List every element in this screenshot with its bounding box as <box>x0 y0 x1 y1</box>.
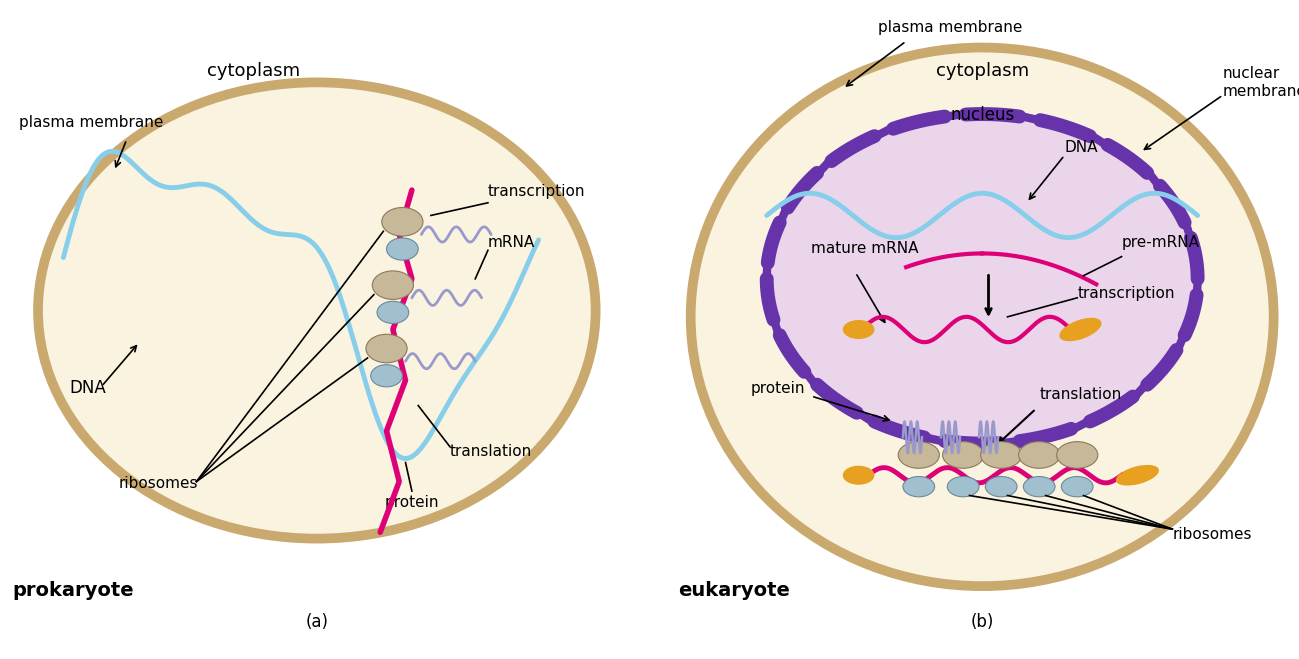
Ellipse shape <box>843 320 874 339</box>
Text: translation: translation <box>449 444 533 459</box>
Ellipse shape <box>986 476 1017 497</box>
Text: ribosomes: ribosomes <box>118 476 199 491</box>
Text: translation: translation <box>1039 387 1121 402</box>
Text: (a): (a) <box>305 614 329 631</box>
Ellipse shape <box>691 47 1273 586</box>
Text: nuclear
membrane: nuclear membrane <box>1222 66 1299 99</box>
Text: transcription: transcription <box>1077 286 1174 301</box>
Text: protein: protein <box>385 495 439 510</box>
Text: cytoplasm: cytoplasm <box>935 62 1029 80</box>
Ellipse shape <box>373 271 413 299</box>
Text: ribosomes: ribosomes <box>1172 527 1252 542</box>
Ellipse shape <box>1059 318 1102 341</box>
Text: (b): (b) <box>970 614 994 631</box>
Text: plasma membrane: plasma membrane <box>878 20 1022 35</box>
Text: mature mRNA: mature mRNA <box>811 241 918 256</box>
Text: eukaryote: eukaryote <box>678 581 790 600</box>
Ellipse shape <box>903 476 935 497</box>
Ellipse shape <box>898 442 939 469</box>
Text: protein: protein <box>751 381 805 396</box>
Ellipse shape <box>377 301 409 324</box>
Ellipse shape <box>387 238 418 260</box>
Ellipse shape <box>981 442 1022 469</box>
Ellipse shape <box>947 476 979 497</box>
Text: nucleus: nucleus <box>950 106 1015 125</box>
Ellipse shape <box>1018 442 1060 469</box>
Text: mRNA: mRNA <box>488 235 535 250</box>
Ellipse shape <box>1061 476 1092 497</box>
Ellipse shape <box>366 334 407 362</box>
Text: prokaryote: prokaryote <box>13 581 134 600</box>
Ellipse shape <box>382 208 423 236</box>
Ellipse shape <box>843 466 874 485</box>
Ellipse shape <box>38 82 596 538</box>
Ellipse shape <box>1116 465 1159 486</box>
Text: plasma membrane: plasma membrane <box>19 115 164 130</box>
Ellipse shape <box>766 114 1198 444</box>
Text: DNA: DNA <box>70 379 107 397</box>
Text: cytoplasm: cytoplasm <box>207 62 300 80</box>
Ellipse shape <box>1056 442 1098 469</box>
Ellipse shape <box>370 364 403 387</box>
Text: transcription: transcription <box>488 185 586 200</box>
Text: DNA: DNA <box>1065 140 1098 155</box>
Ellipse shape <box>1024 476 1055 497</box>
Ellipse shape <box>943 442 983 469</box>
Text: pre-mRNA: pre-mRNA <box>1121 235 1199 250</box>
